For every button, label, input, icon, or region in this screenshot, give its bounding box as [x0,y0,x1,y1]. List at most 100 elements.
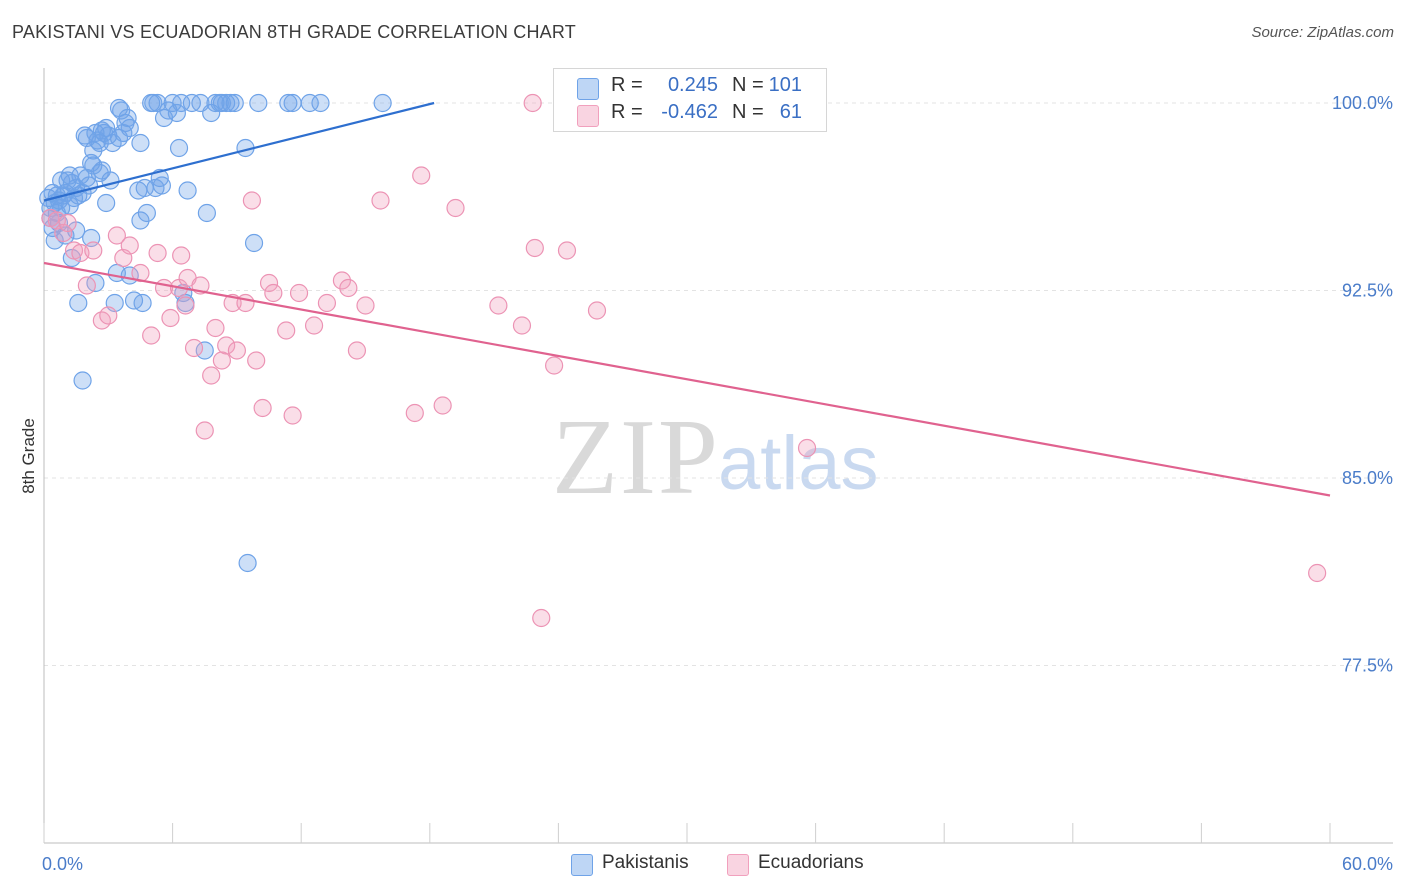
legend-n-value: 61 [779,101,802,123]
x-tick-label: 0.0% [42,854,83,874]
ecuadorian-point [347,341,367,360]
ecuadorian-point [58,213,77,233]
pakistani-point [238,553,257,573]
legend-r-value: 0.245 [667,74,718,96]
ecuadorian-point [545,356,564,375]
y-tick-label: 77.5% [1342,656,1393,676]
pakistani-point [131,133,150,153]
pakistani-point [97,118,116,138]
ecuadorian-point [195,421,214,440]
y-tick-label: 100.0% [1332,93,1393,113]
correlation-legend: R = 0.245 N = 101 R = -0.462 N = 61 [553,68,827,132]
ecuadorian-point [202,366,221,385]
pakistani-point [178,181,197,200]
ecuadorian-point [84,241,103,260]
ecuadorian-point [236,293,255,313]
pakistani-point [225,93,244,113]
ecuadorian-point [77,276,96,295]
ecuadorian-point [54,223,73,243]
legend-swatch-pink [577,105,599,127]
ecuadorian-point [217,336,236,355]
bottom-legend-label: Pakistanis [602,852,689,873]
pakistani-point [144,93,163,113]
pakistani-point [152,176,171,195]
ecuadorian-point [405,403,424,423]
y-axis-label: 8th Grade [19,418,38,494]
pakistani-point [283,93,302,113]
ecuadorian-point [523,93,542,113]
pakistani-point [311,93,330,113]
ecuadorian-point [304,316,324,335]
ecuadorian-point [264,283,283,303]
ecuadorian-point [587,301,607,320]
pakistani-point [169,138,189,158]
pakistani-point [167,103,186,123]
ecuadorian-point [317,293,337,313]
ecuadorian-point [142,326,161,345]
legend-swatch-blue [577,78,599,100]
ecuadorian-point [797,438,817,458]
pakistani-point [120,118,139,138]
ecuadorian-point [206,318,225,338]
pakistani-point [137,203,156,223]
legend-n-label: N = [732,74,764,96]
ecuadorian-point [99,306,118,325]
legend-n-value: 101 [768,74,802,96]
ecuadorian-point [557,241,577,260]
axis-labels: 100.0% 92.5% 85.0% 77.5% 0.0% 60.0% 8th Grade [19,93,1393,874]
pakistani-point [249,93,268,113]
ecuadorian-point [289,283,309,303]
ecuadorian-point [253,398,272,418]
ecuadorian-point [412,166,431,185]
pakistani-point [84,156,103,175]
ecuadorian-point [242,191,262,210]
pakistani-point [197,203,216,223]
ecuadorians-points [41,93,1327,628]
ecuadorian-point [356,296,375,315]
ecuadorian-point [446,198,465,218]
ecuadorian-point [1308,563,1327,583]
ecuadorian-point [161,308,180,328]
y-tick-label: 92.5% [1342,281,1393,301]
pakistani-point [195,341,214,360]
pakistani-point [84,141,103,160]
pakistanis-trend-line [43,101,435,202]
ecuadorian-point [172,246,191,265]
bottom-legend-label: Ecuadorians [758,852,864,873]
ecuadorian-point [339,278,358,298]
source-label: Source: ZipAtlas.com [1251,24,1394,41]
ecuadorian-point [512,316,532,335]
ecuadorian-point [277,321,296,340]
pakistani-point [88,131,107,150]
legend-r-value: -0.462 [661,101,718,123]
pakistani-point [244,233,264,253]
pakistani-point [73,371,92,390]
bottom-legend-swatch-blue [571,854,593,876]
ecuadorian-point [148,243,167,263]
ecuadorian-point [247,351,266,370]
ecuadorian-point [184,338,204,358]
legend-n-label: N = [732,101,764,123]
ecuadorian-point [227,341,246,360]
bottom-legend-swatch-pink [727,854,749,876]
ecuadorian-point [433,396,452,415]
pakistani-point [97,193,116,213]
pakistani-point [373,93,392,113]
ecuadorian-point [212,351,231,370]
pakistani-point [90,163,109,183]
legend-r-label: R = [611,74,643,96]
pakistani-point [300,93,319,113]
pakistani-point [279,93,298,113]
trend-lines [43,101,1331,497]
pakistani-point [69,293,88,313]
ecuadorian-point [489,296,508,315]
pakistani-point [133,293,152,313]
watermark-atlas: atlas [718,421,879,506]
pakistani-point [206,93,225,113]
y-tick-label: 85.0% [1342,468,1393,488]
ecuadorian-point [371,191,390,210]
chart-title: PAKISTANI VS ECUADORIAN 8TH GRADE CORREL… [12,22,576,42]
legend-r-label: R = [611,101,643,123]
axes [43,68,1393,844]
x-tick-label: 60.0% [1342,854,1393,874]
